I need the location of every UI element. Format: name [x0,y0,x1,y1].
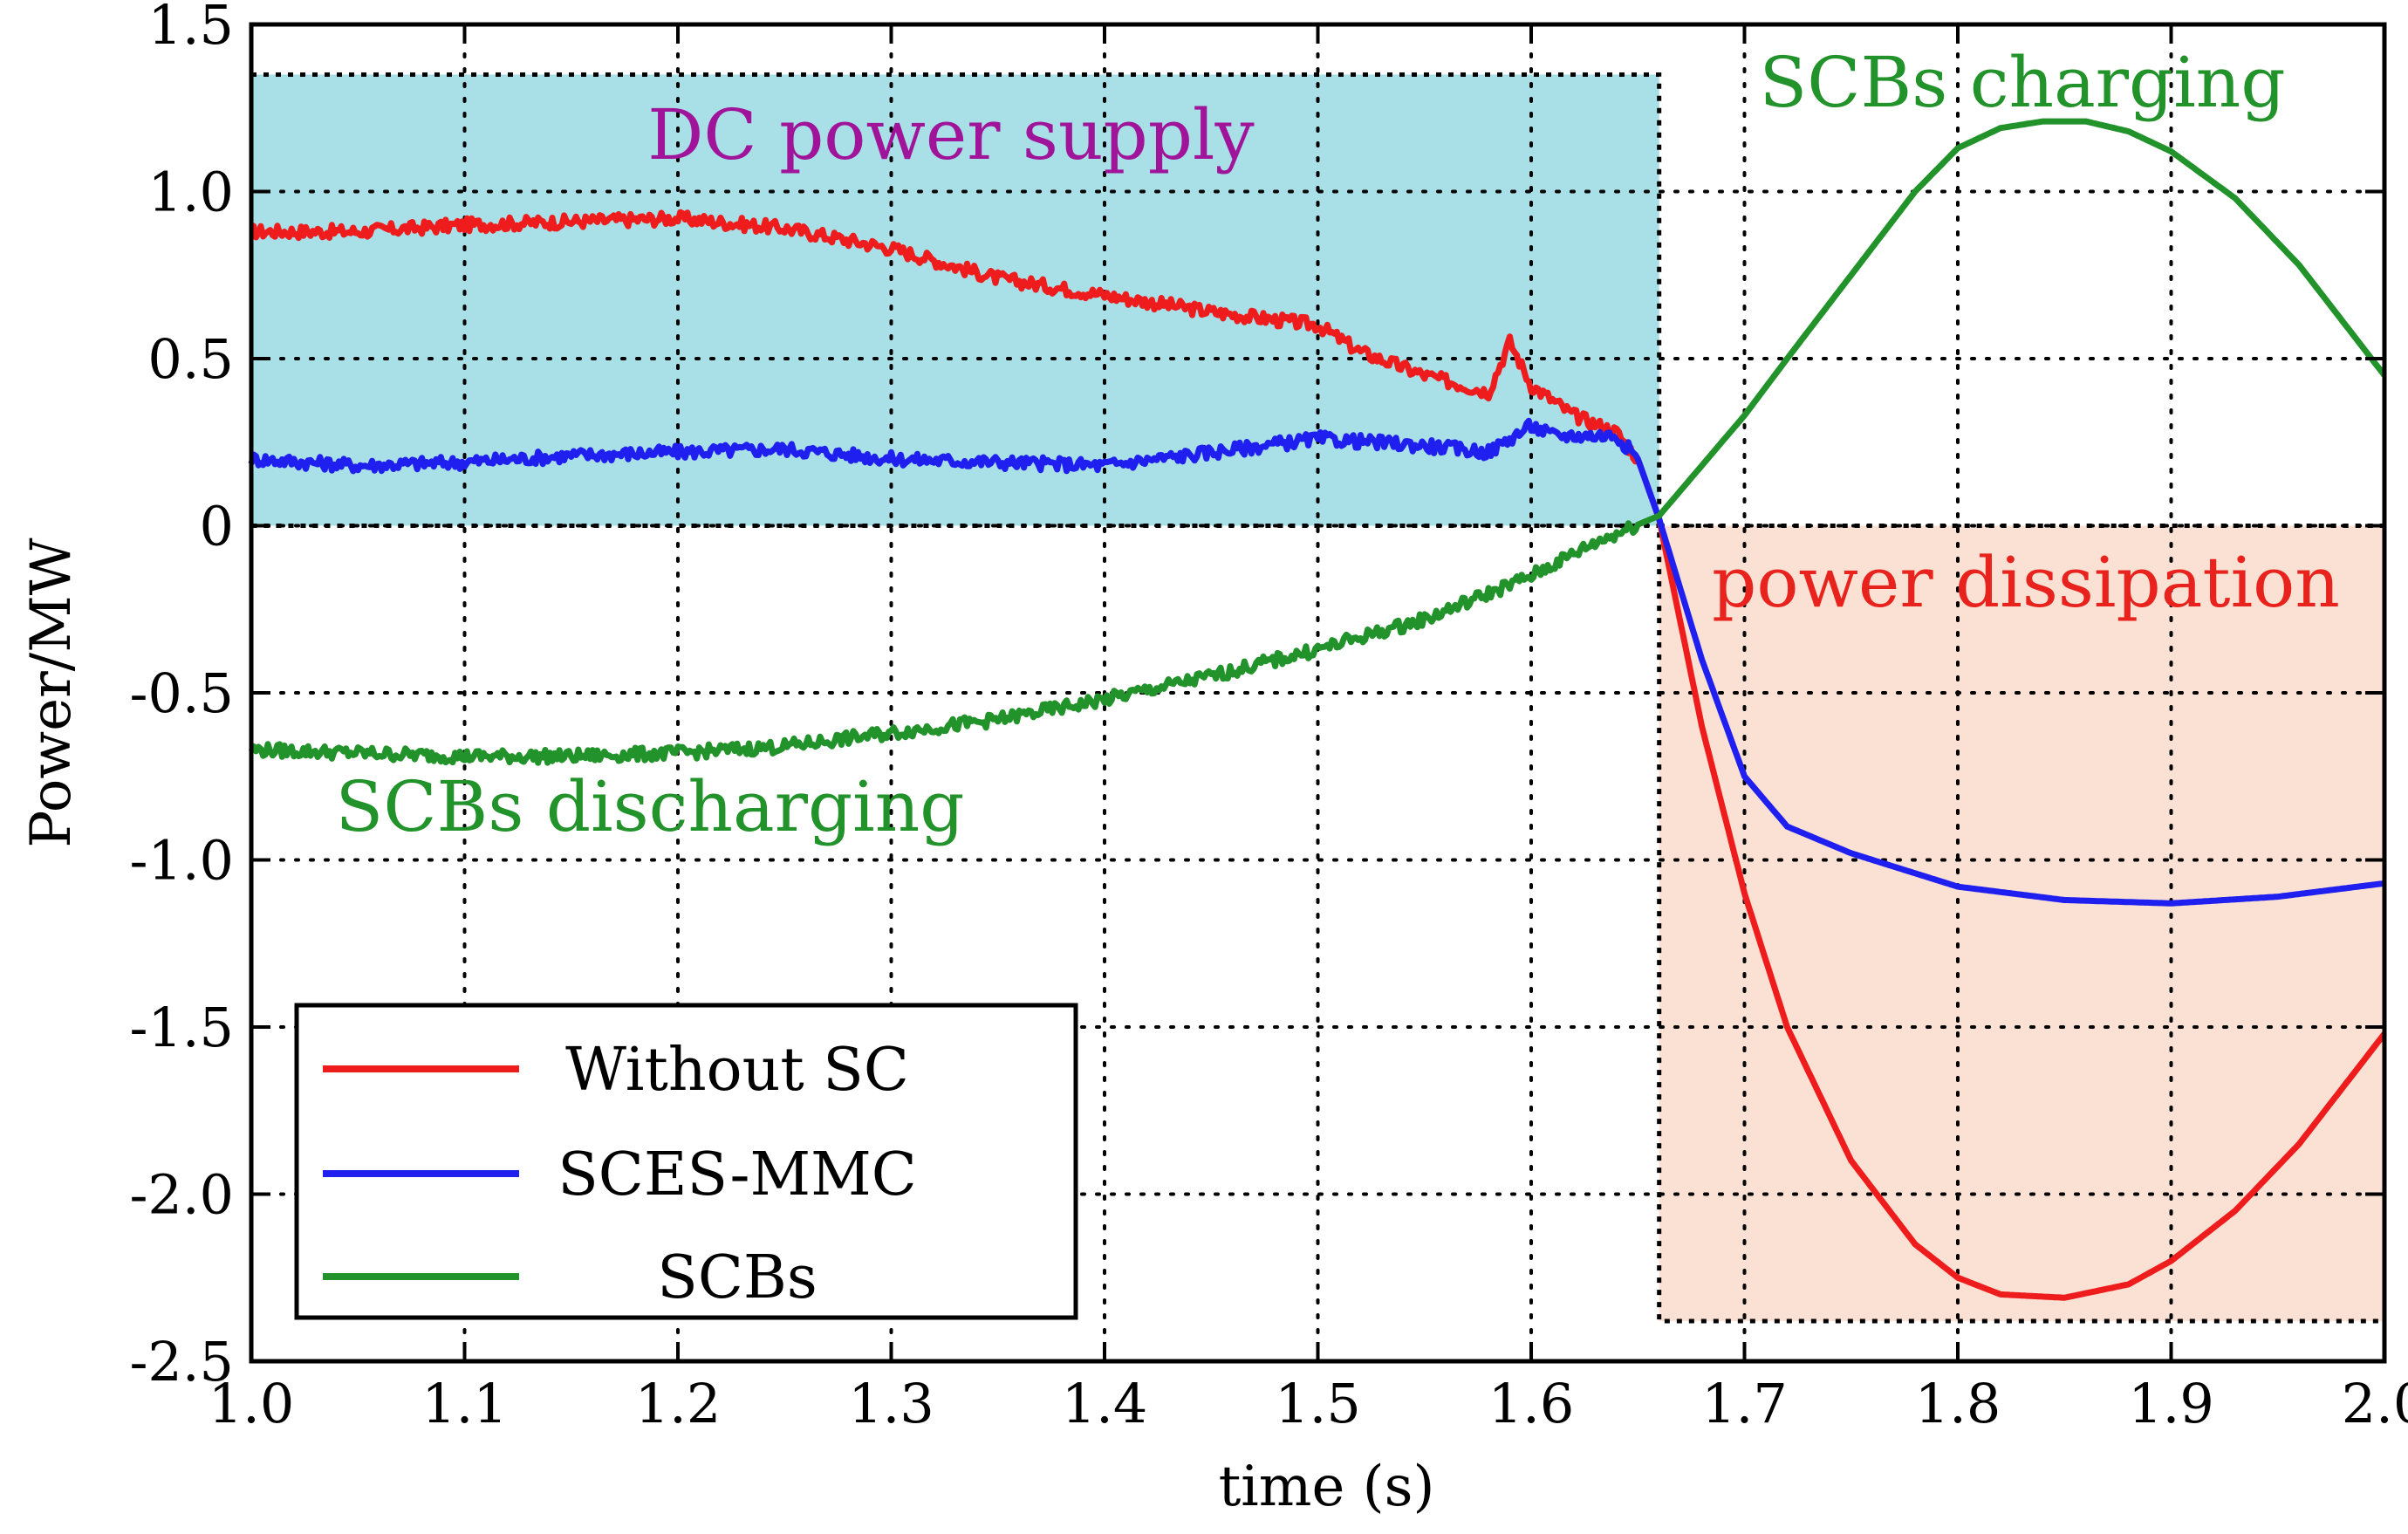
x-tick-label: 1.9 [2128,1372,2214,1435]
annotation-0: SCBs charging [1759,42,2285,123]
series-line-without-sc [250,209,2387,1301]
legend-label-1: SCES-MMC [558,1140,917,1209]
series-layer [248,118,2387,1301]
y-tick-label: -0.5 [129,661,234,725]
legend-label-2: SCBs [657,1243,817,1312]
y-tick-label: 1.5 [147,0,234,57]
x-tick-label: 1.7 [1701,1372,1788,1435]
y-tick-label: -2.5 [129,1330,234,1394]
y-tick-label: -1.0 [129,829,234,893]
legend-label-0: Without SC [565,1036,909,1105]
grid-layer [250,23,2386,1363]
annotation-1: SCBs discharging [336,766,965,847]
region-layer [249,72,2387,1324]
y-tick-label: 0.5 [147,327,234,391]
y-tick-label: -2.0 [129,1163,234,1227]
region-label-1: power dissipation [1712,542,2340,623]
x-tick-label: 1.2 [635,1372,722,1435]
x-tick-label: 1.0 [209,1372,295,1435]
region-label-0: DC power supply [647,94,1254,175]
y-tick-label: 1.0 [147,161,234,224]
annotation-layer: DC power supply power dissipation SCBs cha… [336,42,2340,847]
x-tick-label: 1.6 [1488,1372,1575,1435]
region-1 [1657,524,2387,1324]
y-axis-label: Power/MW [19,538,84,847]
x-tick-label: 1.8 [1915,1372,2001,1435]
x-axis-label: time (s) [1219,1455,1435,1519]
x-tick-label: 1.1 [421,1372,508,1435]
x-tick-label: 1.3 [848,1372,934,1435]
axes-layer: 1.0 1.1 1.2 1.3 1.4 1.5 1.6 1.7 1.8 1.9 2.0 1.5 1.0 0… [19,0,2408,1519]
legend-box [294,1003,1078,1320]
y-tick-label: 0 [200,495,234,558]
x-tick-label: 1.5 [1275,1372,1361,1435]
series-line-sces-mmc [248,417,2385,907]
x-tick-label: 2.0 [2342,1372,2408,1435]
y-tick-label: -1.5 [129,996,234,1059]
legend: Without SC SCES-MMC SCBs [294,1003,1078,1320]
x-tick-label: 1.4 [1062,1372,1148,1435]
series-line-scbs [248,118,2387,766]
